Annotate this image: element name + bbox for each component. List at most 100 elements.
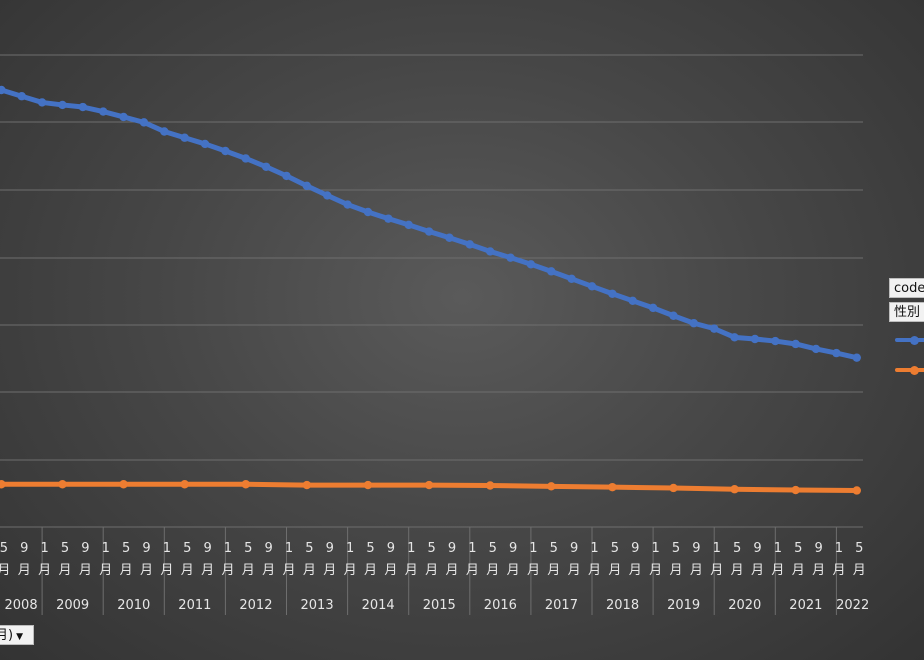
legend-series-1-swatch <box>895 338 924 342</box>
month-tick-label: 5 <box>672 541 680 556</box>
series-1-point <box>323 191 332 200</box>
month-tick-label: 1 <box>713 541 721 556</box>
month-unit-label: 月 <box>160 563 173 578</box>
series-1-point <box>648 303 658 313</box>
series-2-point <box>485 481 495 490</box>
series-1-point <box>241 154 250 163</box>
month-tick-label: 9 <box>509 541 517 556</box>
month-tick-label: 1 <box>529 541 537 556</box>
month-unit-label: 月 <box>812 563 825 578</box>
series-2-point <box>730 485 739 494</box>
month-unit-label: 月 <box>79 563 92 578</box>
year-tick-label: 2019 <box>667 598 700 613</box>
date-field-button[interactable]: 月)▼ <box>0 625 34 645</box>
month-tick-label: 1 <box>102 541 110 556</box>
month-unit-label: 月 <box>140 563 153 578</box>
series-1-point <box>750 334 760 344</box>
series-1-point <box>526 260 536 269</box>
month-tick-label: 5 <box>61 541 69 556</box>
series-1-point <box>730 333 739 342</box>
series-1-point <box>465 240 474 249</box>
month-unit-label: 月 <box>201 563 214 578</box>
series-2-point <box>302 480 312 490</box>
series-1-point <box>302 181 312 191</box>
year-tick-label: 2011 <box>178 598 211 613</box>
month-tick-label: 9 <box>631 541 639 556</box>
month-unit-label: 月 <box>629 563 642 578</box>
month-unit-label: 月 <box>466 563 479 578</box>
series-2-point <box>363 480 373 490</box>
series-1-point <box>221 146 230 156</box>
month-unit-label: 月 <box>690 563 703 578</box>
series-layer <box>0 85 861 495</box>
month-tick-label: 9 <box>570 541 578 556</box>
x-axis: 1月5月9月20081月5月9月20091月5月9月20101月5月9月2011… <box>0 527 869 615</box>
series-1-point <box>710 324 719 333</box>
series-1-point <box>282 171 291 181</box>
month-tick-label: 5 <box>427 541 435 556</box>
series-1-point <box>771 336 780 346</box>
sex-field-button[interactable]: 性別 <box>889 302 924 322</box>
month-unit-label: 月 <box>283 563 296 578</box>
series-1-point <box>363 207 373 217</box>
series-1-point <box>689 319 699 328</box>
series-1-point <box>139 118 149 127</box>
year-tick-label: 2012 <box>239 598 272 613</box>
month-unit-label: 月 <box>731 563 744 578</box>
month-tick-label: 5 <box>0 541 8 556</box>
series-1-point <box>343 200 352 209</box>
series-1-point <box>200 139 210 149</box>
series-1-point <box>180 133 189 142</box>
date-field-label: 月) <box>0 628 14 643</box>
month-unit-label: 月 <box>486 563 499 578</box>
series-1-point <box>669 311 678 320</box>
series-1-point <box>506 253 515 262</box>
month-unit-label: 月 <box>445 563 458 578</box>
series-2-point <box>180 480 189 489</box>
series-2-point <box>241 480 250 489</box>
year-tick-label: 2015 <box>423 598 456 613</box>
month-tick-label: 5 <box>855 541 863 556</box>
series-1-point <box>99 107 108 116</box>
series-1-point <box>832 348 841 358</box>
year-tick-label: 2020 <box>728 598 761 613</box>
month-tick-label: 1 <box>285 541 293 556</box>
month-tick-label: 9 <box>81 541 89 556</box>
month-unit-label: 月 <box>99 563 112 578</box>
series-1-point <box>547 267 556 276</box>
month-tick-label: 1 <box>163 541 171 556</box>
year-tick-label: 2022 <box>836 598 869 613</box>
month-unit-label: 月 <box>649 563 662 578</box>
code-field-button[interactable]: code <box>889 278 924 298</box>
chevron-down-icon[interactable]: ▼ <box>16 632 23 642</box>
series-1-point <box>628 296 637 306</box>
month-tick-label: 5 <box>611 541 619 556</box>
month-tick-label: 9 <box>142 541 150 556</box>
year-tick-label: 2017 <box>545 598 578 613</box>
series-2-point <box>791 485 800 495</box>
month-unit-label: 月 <box>344 563 357 578</box>
month-tick-label: 9 <box>692 541 700 556</box>
series-1-point <box>261 162 271 171</box>
month-tick-label: 9 <box>753 541 761 556</box>
series-1-point <box>160 127 169 136</box>
series-1-point <box>384 214 393 223</box>
legend-series-2-swatch <box>895 368 924 372</box>
series-1-point <box>791 339 800 349</box>
series-2-point <box>547 482 556 491</box>
month-tick-label: 5 <box>244 541 252 556</box>
series-2-point <box>669 483 678 493</box>
year-tick-label: 2018 <box>606 598 639 613</box>
month-tick-label: 9 <box>20 541 28 556</box>
month-unit-label: 月 <box>181 563 194 578</box>
legend-series-1-marker <box>910 336 919 345</box>
month-unit-label: 月 <box>18 563 31 578</box>
series-1-point <box>567 274 576 284</box>
month-tick-label: 1 <box>407 541 415 556</box>
month-unit-label: 月 <box>608 563 621 578</box>
month-unit-label: 月 <box>38 563 51 578</box>
series-1-point <box>58 100 67 110</box>
month-unit-label: 月 <box>527 563 540 578</box>
month-unit-label: 月 <box>547 563 560 578</box>
